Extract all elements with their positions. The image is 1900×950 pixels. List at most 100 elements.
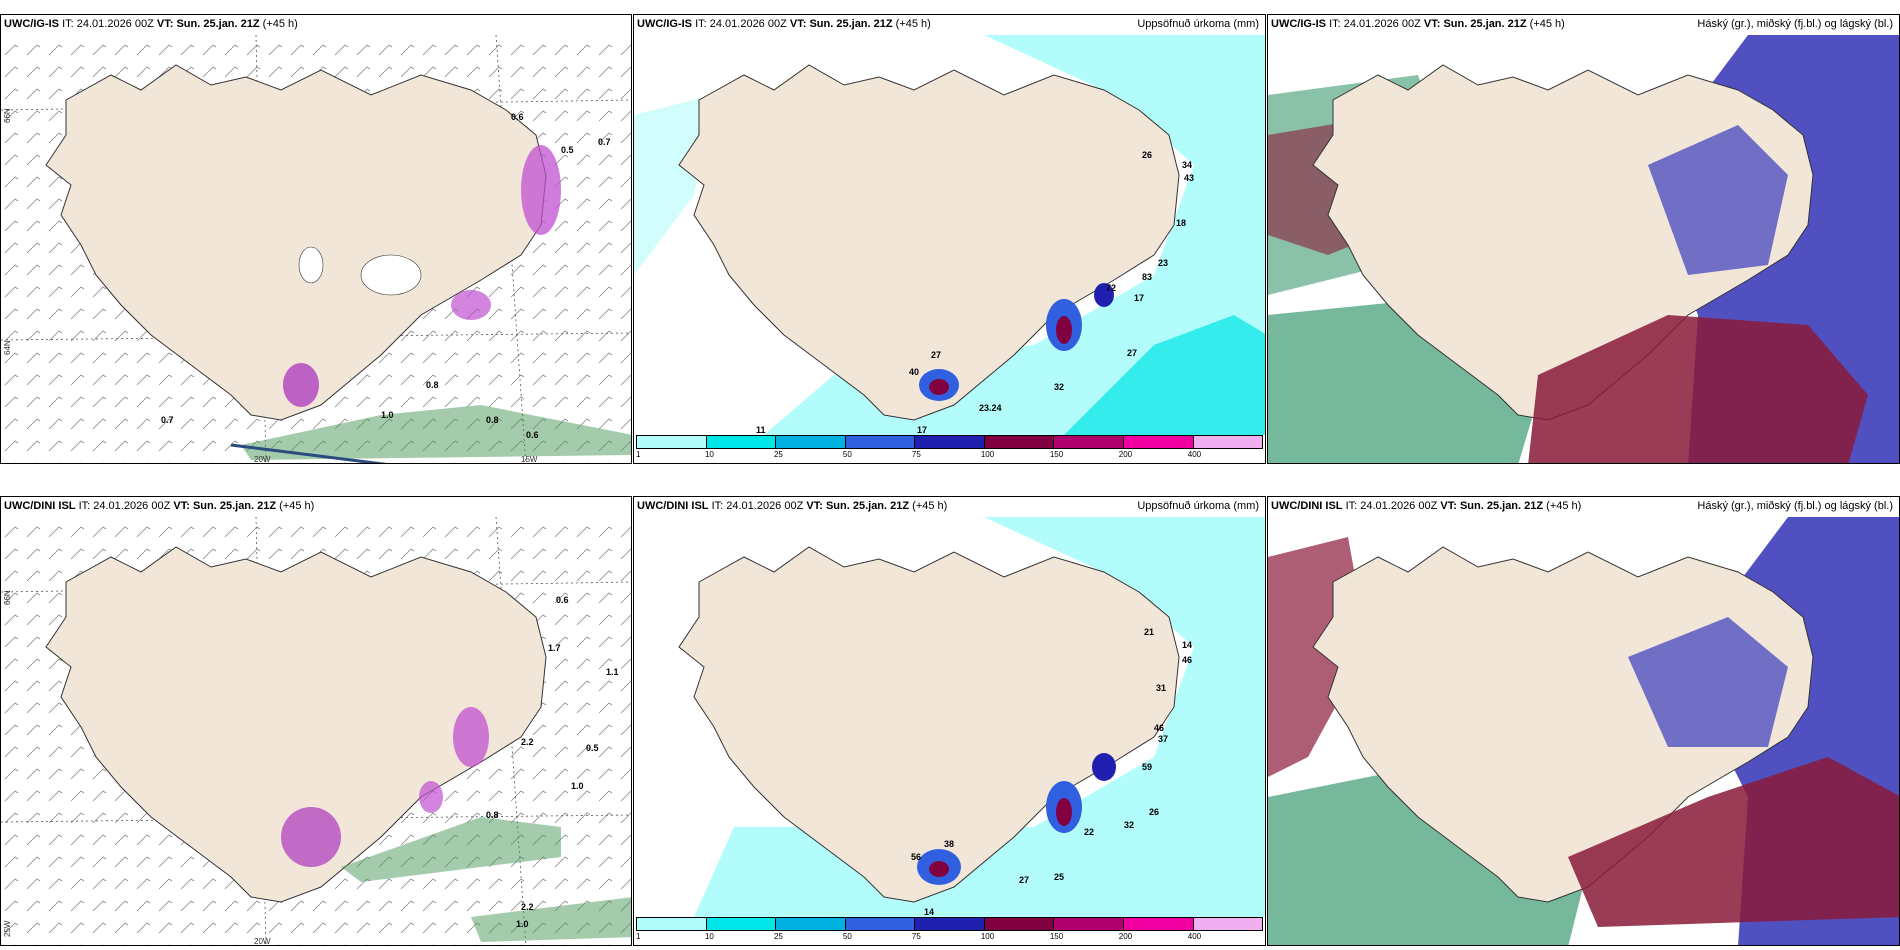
precip-label: 38 <box>944 839 955 849</box>
colorbar-swatch <box>984 436 1055 448</box>
panel-title: UWC/IG-IS IT: 24.01.2026 00Z VT: Sun. 25… <box>4 18 298 30</box>
wind-label: 0.7 <box>161 415 174 425</box>
wind-label: 0.8 <box>486 810 499 820</box>
colorbar-label: 1 <box>636 932 641 941</box>
colorbar-label: 10 <box>704 450 714 459</box>
precip-label: 56 <box>911 852 922 862</box>
colorbar-swatch <box>776 918 846 930</box>
cloud-map-graphic <box>1268 35 1899 463</box>
panel-title: UWC/IG-IS IT: 24.01.2026 00Z VT: Sun. 25… <box>637 18 931 30</box>
wind-label: 1.1 <box>606 667 619 677</box>
precip-label: 46 <box>1154 723 1165 733</box>
precip-label: 23.24 <box>979 403 1002 413</box>
wind-label: 0.6 <box>526 430 539 440</box>
precip-label: 72 <box>1106 283 1117 293</box>
colorbar-swatch <box>845 436 916 448</box>
precip-map-panel-bottom: UWC/DINI ISL IT: 24.01.2026 00Z VT: Sun.… <box>633 496 1266 946</box>
precip-label: 59 <box>1142 762 1153 772</box>
colorbar-swatch <box>1193 436 1263 448</box>
colorbar-label: 150 <box>1049 932 1064 941</box>
colorbar-swatch <box>637 918 707 930</box>
precip-label: 46 <box>1182 655 1193 665</box>
lat-tick-64n: 64N <box>3 340 12 355</box>
precip-label: 32 <box>1054 382 1065 392</box>
wind-label: 1.0 <box>381 410 394 420</box>
precip-colorbar: 1 10 25 50 75 100 150 200 400 <box>636 435 1263 461</box>
colorbar-swatch <box>776 436 846 448</box>
precip-label: 40 <box>909 367 920 377</box>
cloud-map-panel-top: UWC/IG-IS IT: 24.01.2026 00Z VT: Sun. 25… <box>1267 14 1900 464</box>
colorbar-swatch <box>1054 918 1124 930</box>
colorbar-labels: 1 10 25 50 75 100 150 200 400 <box>636 931 1263 941</box>
precip-label: 17 <box>1134 293 1145 303</box>
wind-label: 0.5 <box>586 743 599 753</box>
precip-map-graphic <box>634 35 1265 435</box>
precip-label: 14 <box>924 907 935 917</box>
precip-label: 27 <box>1127 348 1138 358</box>
colorbar-label: 400 <box>1187 932 1202 941</box>
colorbar-swatch <box>1054 436 1124 448</box>
colorbar-swatch <box>637 436 707 448</box>
colorbar-label: 150 <box>1049 450 1064 459</box>
colorbar-label: 25 <box>773 450 783 459</box>
colorbar-label: 75 <box>911 932 921 941</box>
precip-title: Uppsöfnuð úrkoma (mm) <box>1137 500 1259 512</box>
wind-map-panel-bottom: UWC/DINI ISL IT: 24.01.2026 00Z VT: Sun.… <box>0 496 632 946</box>
precip-label: 34 <box>1182 160 1193 170</box>
cloud-map-graphic <box>1268 517 1899 945</box>
wind-label: 0.6 <box>556 595 569 605</box>
colorbar-swatch <box>706 436 777 448</box>
colorbar-swatch <box>915 436 985 448</box>
wind-map-graphic <box>1 34 631 463</box>
precip-label: 31 <box>1156 683 1167 693</box>
cloud-map-panel-bottom: UWC/DINI ISL IT: 24.01.2026 00Z VT: Sun.… <box>1267 496 1900 946</box>
wind-label: 0.5 <box>561 145 574 155</box>
precip-label: 27 <box>1019 875 1030 885</box>
iceland-land <box>45 546 547 903</box>
lat-tick-66n: 66N <box>3 108 12 123</box>
precip-label: 17 <box>917 425 928 435</box>
precip-map-panel-top: UWC/IG-IS IT: 24.01.2026 00Z VT: Sun. 25… <box>633 14 1266 464</box>
panel-title: UWC/DINI ISL IT: 24.01.2026 00Z VT: Sun.… <box>4 500 315 512</box>
wind-label: 1.0 <box>571 781 584 791</box>
colorbar-swatch <box>984 918 1055 930</box>
lon-tick-20w: 20W <box>254 455 271 464</box>
precip-label: 32 <box>1124 820 1135 830</box>
wind-label: 0.6 <box>511 112 524 122</box>
colorbar-label: 75 <box>911 450 921 459</box>
colorbar-label: 100 <box>980 450 995 459</box>
colorbar-label: 25 <box>773 932 783 941</box>
precip-label: 25 <box>1054 872 1065 882</box>
colorbar-labels: 1 10 25 50 75 100 150 200 400 <box>636 449 1263 459</box>
lat-tick-25w: 25W <box>3 920 12 937</box>
wind-label: 0.8 <box>426 380 439 390</box>
panel-title: UWC/DINI ISL IT: 24.01.2026 00Z VT: Sun.… <box>1271 500 1582 512</box>
iceland-land <box>45 64 547 421</box>
precip-colorbar: 1 10 25 50 75 100 150 200 400 <box>636 917 1263 943</box>
panel-title: UWC/DINI ISL IT: 24.01.2026 00Z VT: Sun.… <box>637 500 948 512</box>
colorbar-label: 10 <box>704 932 714 941</box>
precip-label: 18 <box>1176 218 1187 228</box>
precip-label: 22 <box>1084 827 1095 837</box>
colorbar-swatch <box>915 918 985 930</box>
wind-label: 0.7 <box>598 137 611 147</box>
colorbar-swatch <box>1123 918 1194 930</box>
cloud-title: Háský (gr.), miðský (fj.bl.) og lágský (… <box>1697 18 1893 30</box>
wind-label: 1.7 <box>548 643 561 653</box>
colorbar-label: 50 <box>842 450 852 459</box>
wind-label: 2.2 <box>521 737 534 747</box>
wind-label: 1.0 <box>516 919 529 929</box>
precip-label: 26 <box>1142 150 1153 160</box>
colorbar-swatch <box>1193 918 1263 930</box>
precip-label: 14 <box>1182 640 1193 650</box>
colorbar-swatch <box>706 918 777 930</box>
precip-label: 21 <box>1144 627 1155 637</box>
panel-title: UWC/IG-IS IT: 24.01.2026 00Z VT: Sun. 25… <box>1271 18 1565 30</box>
wind-label: 2.2 <box>521 902 534 912</box>
colorbar-label: 200 <box>1118 932 1133 941</box>
colorbar-label: 200 <box>1118 450 1133 459</box>
precip-label: 11 <box>756 425 766 435</box>
cloud-title: Háský (gr.), miðský (fj.bl.) og lágský (… <box>1697 500 1893 512</box>
precip-label: 26 <box>1149 807 1160 817</box>
wind-map-graphic <box>1 516 631 945</box>
